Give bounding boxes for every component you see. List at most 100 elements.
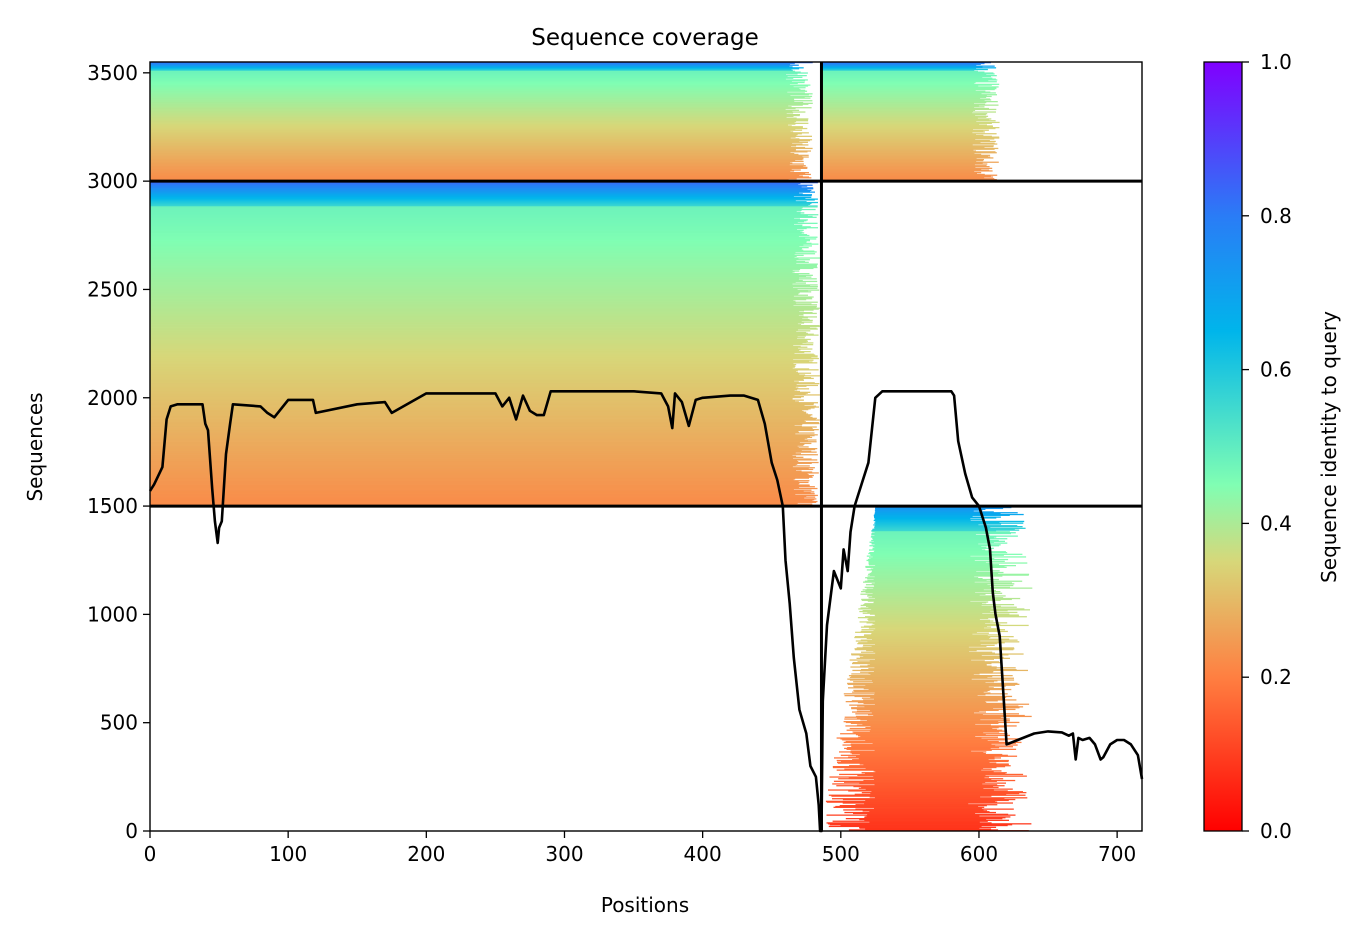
coverage-row — [150, 486, 815, 488]
coverage-row — [832, 766, 1006, 768]
coverage-row — [821, 131, 985, 133]
coverage-row — [150, 424, 795, 426]
coverage-row — [150, 146, 791, 148]
coverage-row — [150, 497, 805, 499]
coverage-row — [859, 621, 990, 623]
coverage-row — [872, 570, 1000, 572]
coverage-row — [150, 112, 794, 114]
coverage-row — [850, 752, 984, 754]
coverage-row — [872, 545, 982, 548]
coverage-row — [821, 149, 974, 151]
coverage-row — [821, 97, 981, 99]
coverage-row — [875, 652, 995, 654]
coverage-row — [150, 276, 812, 278]
coverage-row — [150, 214, 819, 216]
coverage-row — [150, 97, 811, 99]
coverage-row — [150, 115, 794, 117]
coverage-row — [839, 773, 1024, 776]
coverage-row — [150, 312, 817, 315]
coverage-row — [150, 86, 794, 88]
coverage-row — [150, 167, 808, 169]
y-tick-label: 1500 — [87, 494, 138, 518]
colorbar-tick-label: 0.4 — [1260, 511, 1292, 535]
coverage-row — [150, 293, 799, 296]
coverage-row — [150, 71, 801, 73]
coverage-row — [854, 695, 1013, 698]
coverage-row — [868, 714, 983, 716]
coverage-row — [150, 463, 798, 465]
coverage-row — [150, 210, 797, 212]
coverage-row — [875, 521, 1000, 523]
coverage-row — [150, 403, 814, 405]
coverage-row — [150, 126, 803, 128]
coverage-row — [150, 467, 809, 470]
coverage-row — [860, 665, 992, 667]
coverage-row — [821, 121, 1000, 124]
coverage-row — [821, 120, 977, 123]
coverage-row — [150, 360, 810, 362]
coverage-row — [150, 465, 810, 467]
coverage-row — [150, 132, 809, 134]
coverage-row — [821, 146, 994, 148]
coverage-row — [150, 306, 817, 309]
coverage-row — [861, 599, 1001, 601]
coverage-line — [148, 389, 1144, 833]
coverage-row — [150, 199, 815, 201]
coverage-row — [150, 473, 808, 475]
coverage-row — [150, 413, 809, 415]
coverage-row — [861, 598, 1012, 601]
coverage-row — [821, 159, 984, 161]
coverage-row — [150, 263, 818, 265]
coverage-row — [150, 480, 810, 482]
coverage-row — [843, 809, 984, 811]
coverage-row — [871, 535, 1018, 537]
coverage-row — [821, 132, 973, 134]
coverage-row — [821, 162, 983, 164]
coverage-row — [150, 310, 804, 312]
coverage-row — [870, 553, 1023, 555]
coverage-row — [871, 542, 1008, 544]
coverage-row — [869, 811, 990, 813]
coverage-row — [150, 275, 806, 277]
coverage-row — [821, 114, 976, 117]
coverage-row — [821, 95, 992, 98]
coverage-row — [150, 198, 818, 200]
coverage-row — [150, 252, 796, 254]
coverage-row — [150, 220, 807, 222]
coverage-row — [150, 283, 793, 285]
coverage-row — [150, 435, 810, 438]
coverage-row — [869, 557, 991, 559]
coverage-row — [869, 613, 1010, 615]
coverage-row — [821, 110, 974, 112]
coverage-row — [821, 172, 977, 175]
coverage-row — [150, 264, 817, 266]
coverage-row — [150, 280, 818, 283]
coverage-row — [150, 396, 804, 398]
coverage-row — [150, 480, 799, 483]
coverage-row — [848, 756, 995, 758]
coverage-row — [150, 76, 803, 78]
coverage-row — [150, 370, 797, 373]
coverage-row — [150, 481, 809, 484]
coverage-row — [821, 167, 993, 169]
coverage-row — [150, 128, 796, 130]
coverage-row — [865, 591, 976, 594]
coverage-row — [150, 478, 796, 480]
coverage-row — [150, 201, 807, 203]
colorbar-tick-label: 0.0 — [1260, 819, 1292, 843]
coverage-row — [150, 416, 810, 418]
coverage-row — [875, 507, 1004, 510]
coverage-row — [870, 696, 1007, 698]
coverage-row — [844, 695, 978, 697]
coverage-row — [867, 611, 1018, 614]
coverage-row — [821, 161, 999, 163]
coverage-row — [150, 372, 812, 374]
coverage-row — [150, 387, 799, 389]
coverage-row — [821, 68, 977, 70]
coverage-row — [150, 127, 803, 129]
coverage-row — [860, 656, 1004, 659]
coverage-row — [872, 680, 998, 682]
coverage-row — [840, 738, 1021, 740]
coverage-row — [871, 632, 989, 634]
coverage-row — [821, 111, 996, 113]
